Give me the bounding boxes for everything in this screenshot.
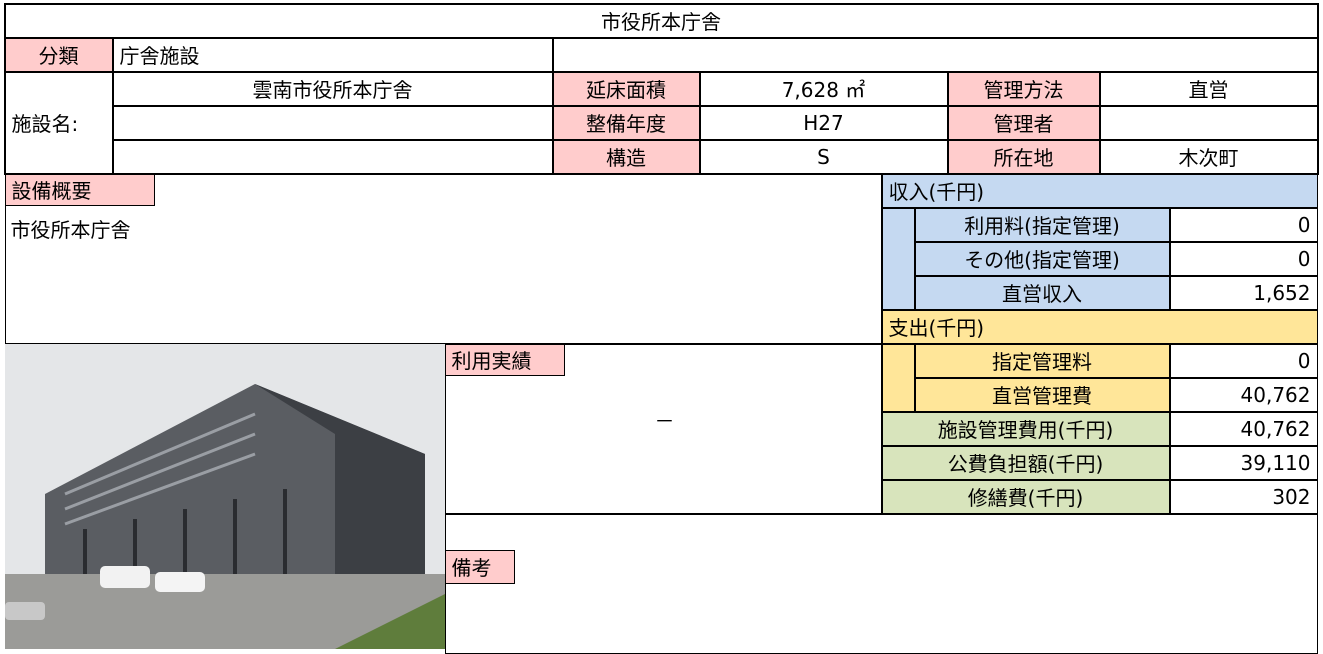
income-label: 収入(千円): [881, 173, 1318, 208]
income-row-label: 利用料(指定管理): [914, 207, 1170, 242]
detail-value: 直営: [1099, 71, 1318, 106]
total-label: 施設管理費用(千円): [881, 411, 1170, 446]
detail-value: 7,628 ㎡: [699, 71, 948, 106]
equipment-label: 設備概要: [4, 173, 155, 206]
usage-frame: [445, 344, 882, 514]
total-value: 302: [1169, 479, 1318, 514]
expense-row-label: 指定管理料: [914, 343, 1170, 378]
usage-text: －: [654, 409, 675, 433]
total-value: 39,110: [1169, 445, 1318, 480]
facility-name: [112, 105, 553, 140]
detail-value: H27: [699, 105, 948, 140]
income-row-value: 1,652: [1169, 275, 1318, 310]
total-value: 40,762: [1169, 411, 1318, 446]
total-label: 修繕費(千円): [881, 479, 1170, 514]
expense-label: 支出(千円): [881, 309, 1318, 344]
detail-label: 管理方法: [947, 71, 1100, 106]
detail-label: 所在地: [947, 139, 1100, 174]
usage-label: 利用実績: [444, 343, 565, 376]
expense-row-label: 直営管理費: [914, 377, 1170, 412]
building-photo: [5, 344, 445, 649]
expense-row-value: 40,762: [1169, 377, 1318, 412]
remarks-label: 備考: [444, 549, 515, 584]
remarks-frame: [445, 514, 1318, 654]
detail-label: 延床面積: [552, 71, 700, 106]
equipment-text: 市役所本庁舎: [10, 218, 131, 242]
detail-label: 整備年度: [552, 105, 700, 140]
income-row-value: 0: [1169, 241, 1318, 276]
facility-label: 施設名:: [4, 71, 113, 174]
classification-value: 庁舎施設: [112, 37, 553, 72]
income-row-label: 直営収入: [914, 275, 1170, 310]
detail-label: 管理者: [947, 105, 1100, 140]
expense-indent: [881, 343, 915, 412]
total-label: 公費負担額(千円): [881, 445, 1170, 480]
income-indent: [881, 207, 915, 310]
expense-row-value: 0: [1169, 343, 1318, 378]
income-row-label: その他(指定管理): [914, 241, 1170, 276]
facility-name: 雲南市役所本庁舎: [112, 71, 553, 106]
classification-label: 分類: [4, 37, 113, 72]
header-frame: [4, 3, 1319, 175]
income-row-value: 0: [1169, 207, 1318, 242]
